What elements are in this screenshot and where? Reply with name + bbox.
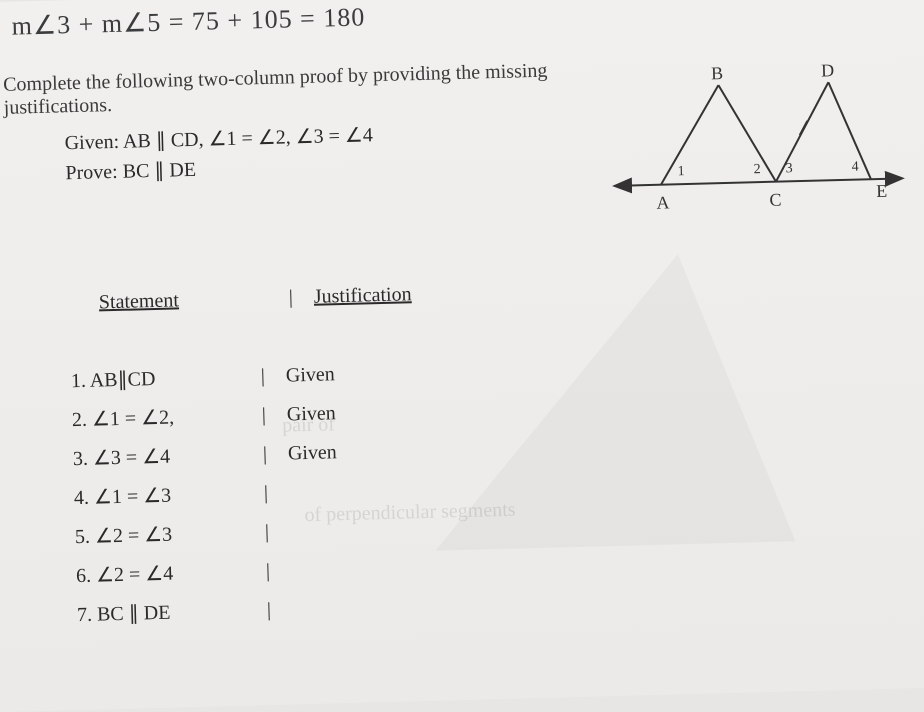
proof-statement: 7. BC ∥ DE [77,591,268,635]
proof-justification [291,560,292,582]
prove-line: Prove: BC ∥ DE [65,157,196,185]
label-c: C [769,190,782,211]
proof-justification [292,598,293,620]
proof-statement: 6. ∠2 = ∠4 [76,552,267,596]
line-ae [616,178,901,185]
angle-1: 1 [677,164,684,180]
seg-de [828,81,871,180]
label-a: A [656,192,670,213]
proof-justification: Given [288,441,337,464]
bleed-text: pair of [282,413,335,437]
seg-ab [658,85,721,185]
diagram-svg [603,58,907,226]
justification-header: Justification [314,283,412,308]
statement-header: Statement [98,278,289,322]
label-b: B [711,63,724,84]
two-column-proof: Statement| Justification 1. AB∥CD| Given… [67,236,420,635]
worksheet-page: m∠3 + m∠5 = 75 + 105 = 180 4. Complete t… [0,0,924,712]
proof-statement: 1. AB∥CD [70,357,261,401]
proof-justification: Given [286,363,335,386]
angle-3: 3 [785,161,792,177]
handwritten-note: m∠3 + m∠5 = 75 + 105 = 180 [11,0,891,42]
divider: | [288,278,309,318]
angle-2: 2 [753,162,760,178]
proof-justification [289,482,290,504]
geometry-diagram: A B C D E 1 2 3 4 [603,58,907,226]
instruction-text: Complete the following two-column proof … [3,57,644,120]
label-e: E [876,181,888,202]
given-line: Given: AB ∥ CD, ∠1 = ∠2, ∠3 = ∠4 [64,122,373,155]
angle-4: 4 [851,160,858,176]
proof-statement: 4. ∠1 = ∠3 [74,474,265,518]
proof-justification [290,521,291,543]
proof-statement: 5. ∠2 = ∠3 [75,513,266,557]
seg-bc [718,84,776,183]
proof-row: 7. BC ∥ DE| [77,587,421,635]
label-d: D [821,60,835,81]
proof-statement: 2. ∠1 = ∠2, [71,396,262,440]
bleed-text: of perpendicular segments [304,499,516,528]
tick-cd [799,121,807,135]
proof-statement: 3. ∠3 = ∠4 [72,435,263,479]
bleed-through-shape [377,210,847,602]
